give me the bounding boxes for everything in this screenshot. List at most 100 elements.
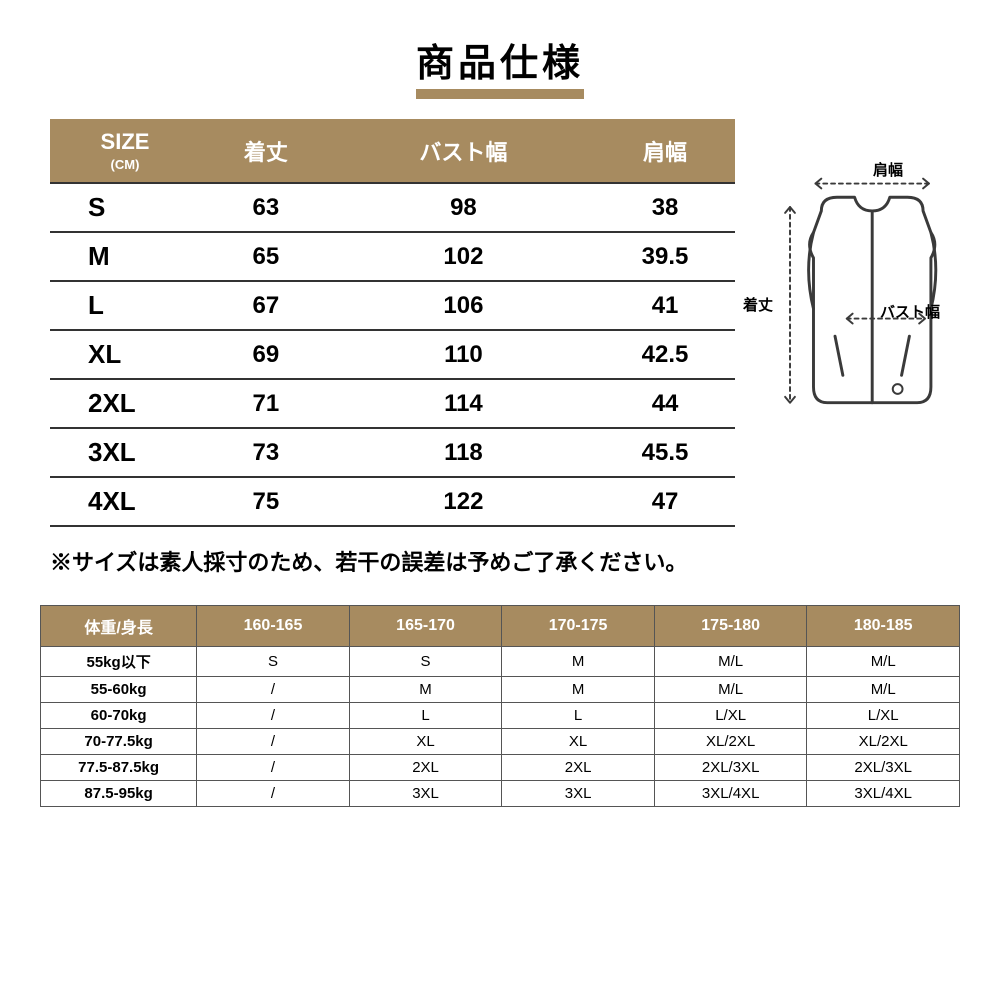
rec-row: 70-77.5kg/XLXLXL/2XLXL/2XL (41, 729, 960, 755)
rec-cell: M (502, 677, 655, 703)
rec-cell-weight: 70-77.5kg (41, 729, 197, 755)
size-th-shoulder: 肩幅 (595, 119, 735, 183)
rec-th-height: 175-180 (654, 606, 807, 647)
size-cell: 122 (332, 477, 595, 526)
size-cell: 45.5 (595, 428, 735, 477)
vest-label-bust: バスト幅 (880, 301, 940, 322)
size-cell: 73 (200, 428, 332, 477)
rec-cell: S (197, 647, 350, 677)
rec-cell: 2XL (502, 755, 655, 781)
size-row: XL6911042.5 (50, 330, 735, 379)
rec-cell: XL (349, 729, 502, 755)
rec-th-weight: 体重/身長 (41, 606, 197, 647)
size-cell: 114 (332, 379, 595, 428)
rec-cell-weight: 55kg以下 (41, 647, 197, 677)
size-row: S639838 (50, 183, 735, 232)
rec-cell: XL/2XL (654, 729, 807, 755)
size-cell: L (50, 281, 200, 330)
size-cell: 71 (200, 379, 332, 428)
vest-svg (745, 159, 970, 439)
size-cell: 47 (595, 477, 735, 526)
rec-th-height: 170-175 (502, 606, 655, 647)
rec-cell: 3XL (502, 781, 655, 807)
rec-cell: 3XL/4XL (807, 781, 960, 807)
recommendation-table: 体重/身長160-165165-170170-175175-180180-185… (40, 605, 960, 807)
rec-cell: / (197, 703, 350, 729)
rec-cell: M (502, 647, 655, 677)
size-cell: XL (50, 330, 200, 379)
vest-diagram: 肩幅 着丈 バスト幅 (745, 159, 970, 439)
size-cell: S (50, 183, 200, 232)
size-cell: 67 (200, 281, 332, 330)
rec-cell-weight: 55-60kg (41, 677, 197, 703)
size-th-length: 着丈 (200, 119, 332, 183)
size-cell: 4XL (50, 477, 200, 526)
size-cell: 110 (332, 330, 595, 379)
rec-cell: M (349, 677, 502, 703)
size-cell: 102 (332, 232, 595, 281)
rec-cell: 3XL (349, 781, 502, 807)
rec-cell: 3XL/4XL (654, 781, 807, 807)
rec-cell: 2XL/3XL (654, 755, 807, 781)
size-cell: 38 (595, 183, 735, 232)
size-table: SIZE (CM) 着丈 バスト幅 肩幅 S639838M6510239.5L6… (50, 119, 735, 527)
rec-cell: 2XL/3XL (807, 755, 960, 781)
size-cell: 42.5 (595, 330, 735, 379)
size-cell: 44 (595, 379, 735, 428)
size-note: ※サイズは素人採寸のため、若干の誤差は予めご了承ください。 (0, 527, 1000, 577)
rec-cell: M/L (654, 677, 807, 703)
size-cell: 41 (595, 281, 735, 330)
rec-cell: M/L (654, 647, 807, 677)
rec-row: 60-70kg/LLL/XLL/XL (41, 703, 960, 729)
rec-cell: / (197, 781, 350, 807)
size-cell: 2XL (50, 379, 200, 428)
size-th-bust: バスト幅 (332, 119, 595, 183)
size-th-size-sub: (CM) (50, 157, 200, 172)
size-cell: 63 (200, 183, 332, 232)
size-th-size: SIZE (CM) (50, 119, 200, 183)
size-cell: 39.5 (595, 232, 735, 281)
size-cell: 118 (332, 428, 595, 477)
rec-row: 55kg以下SSMM/LM/L (41, 647, 960, 677)
rec-cell: L/XL (654, 703, 807, 729)
rec-row: 77.5-87.5kg/2XL2XL2XL/3XL2XL/3XL (41, 755, 960, 781)
rec-cell: M/L (807, 677, 960, 703)
rec-row: 87.5-95kg/3XL3XL3XL/4XL3XL/4XL (41, 781, 960, 807)
vest-label-length: 着丈 (743, 294, 773, 315)
rec-cell: / (197, 755, 350, 781)
size-cell: M (50, 232, 200, 281)
title-block: 商品仕様 (0, 0, 1000, 99)
size-cell: 65 (200, 232, 332, 281)
size-row: 4XL7512247 (50, 477, 735, 526)
rec-cell: XL/2XL (807, 729, 960, 755)
size-row: M6510239.5 (50, 232, 735, 281)
size-row: L6710641 (50, 281, 735, 330)
size-row: 2XL7111444 (50, 379, 735, 428)
rec-cell-weight: 77.5-87.5kg (41, 755, 197, 781)
rec-cell: S (349, 647, 502, 677)
size-cell: 75 (200, 477, 332, 526)
rec-th-height: 180-185 (807, 606, 960, 647)
rec-row: 55-60kg/MMM/LM/L (41, 677, 960, 703)
size-cell: 69 (200, 330, 332, 379)
main-area: SIZE (CM) 着丈 バスト幅 肩幅 S639838M6510239.5L6… (0, 99, 1000, 527)
rec-th-height: 165-170 (349, 606, 502, 647)
size-cell: 3XL (50, 428, 200, 477)
recommendation-wrap: 体重/身長160-165165-170170-175175-180180-185… (0, 577, 1000, 807)
rec-th-height: 160-165 (197, 606, 350, 647)
rec-cell: L (502, 703, 655, 729)
rec-cell: / (197, 729, 350, 755)
rec-cell: L/XL (807, 703, 960, 729)
size-cell: 106 (332, 281, 595, 330)
rec-cell: XL (502, 729, 655, 755)
vest-label-shoulder: 肩幅 (873, 159, 903, 180)
page-title: 商品仕様 (416, 32, 584, 99)
rec-cell-weight: 87.5-95kg (41, 781, 197, 807)
rec-cell: / (197, 677, 350, 703)
rec-cell: M/L (807, 647, 960, 677)
rec-cell: 2XL (349, 755, 502, 781)
size-th-size-main: SIZE (101, 129, 150, 154)
size-cell: 98 (332, 183, 595, 232)
rec-cell: L (349, 703, 502, 729)
size-row: 3XL7311845.5 (50, 428, 735, 477)
